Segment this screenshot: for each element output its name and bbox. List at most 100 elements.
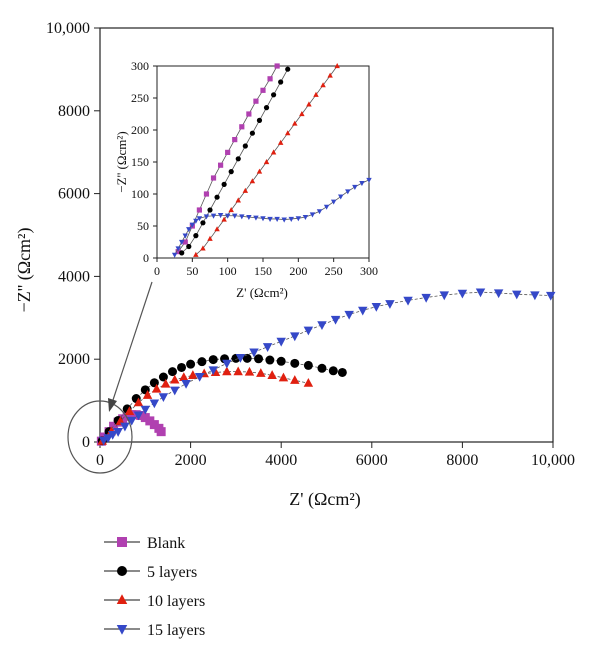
inset-data-point xyxy=(320,82,326,88)
inset-data-point xyxy=(338,194,344,200)
main-series-line xyxy=(103,291,551,441)
inset-data-point xyxy=(179,250,185,256)
main-y-tick-label: 2000 xyxy=(58,351,90,368)
main-data-point xyxy=(328,366,338,376)
inset-y-axis-title: −Z'' (Ωcm²) xyxy=(114,131,129,192)
main-data-point xyxy=(222,366,232,376)
inset-data-point xyxy=(200,245,206,251)
main-data-point xyxy=(385,300,395,309)
main-data-point xyxy=(233,366,243,376)
inset-data-point xyxy=(246,111,252,117)
inset-data-point xyxy=(271,92,277,98)
main-x-axis-title: Z' (Ωcm²) xyxy=(289,489,361,510)
main-data-point xyxy=(122,411,132,421)
inset-data-point xyxy=(366,177,372,183)
main-data-point xyxy=(149,399,160,409)
legend-item-5-layers: 5 layers xyxy=(104,564,197,581)
main-data-point xyxy=(145,416,155,426)
zoom-region-ellipse xyxy=(67,400,133,474)
inset-data-point xyxy=(256,117,263,123)
main-data-point xyxy=(126,416,137,426)
legend-label: Blank xyxy=(147,535,185,552)
inset-data-point xyxy=(274,63,280,69)
main-series-group xyxy=(96,288,556,446)
inset-x-tick-label: 0 xyxy=(154,264,160,278)
inset-data-point xyxy=(267,76,273,82)
main-data-point xyxy=(290,332,300,342)
zoom-arrow-line xyxy=(111,281,153,404)
inset-data-point xyxy=(200,220,206,226)
inset-data-point xyxy=(189,222,196,228)
main-data-point xyxy=(151,383,162,393)
legend-item-15-layers: 15 layers xyxy=(104,622,205,639)
inset-data-point xyxy=(277,139,284,145)
inset-x-tick-label: 250 xyxy=(325,264,343,278)
inset-data-point xyxy=(171,252,178,258)
inset-x-tick-label: 300 xyxy=(360,264,378,278)
inset-data-point xyxy=(232,213,238,219)
main-data-point xyxy=(330,315,341,325)
main-data-point xyxy=(133,411,144,421)
main-x-tick-label: 0 xyxy=(96,452,104,469)
main-series-10-layers xyxy=(97,366,314,445)
inset-data-point xyxy=(260,216,266,222)
inset-y-tick-label: 0 xyxy=(143,251,149,265)
inset-x-tick-label: 200 xyxy=(289,264,307,278)
inset-data-point xyxy=(288,216,294,222)
main-y-axis-title: −Z'' (Ωcm²) xyxy=(14,228,35,313)
zoom-annotation xyxy=(67,281,153,474)
inset-data-point xyxy=(175,249,181,255)
main-axis-ticks: 0 2000 4000 6000 8000 10,00002000400060008000… xyxy=(46,20,575,469)
inset-x-axis-title: Z' (Ωcm²) xyxy=(236,285,288,300)
main-data-point xyxy=(262,343,273,352)
main-data-point xyxy=(158,372,168,382)
main-data-point xyxy=(133,397,144,407)
main-data-point xyxy=(303,360,313,370)
inset-data-point xyxy=(182,239,188,245)
legend-label: 10 layers xyxy=(147,593,205,610)
inset-data-point xyxy=(242,187,249,193)
inset-data-point xyxy=(309,212,316,218)
zoom-arrow-head xyxy=(108,398,117,412)
inset-data-point xyxy=(260,87,266,93)
inset-y-tick-label: 300 xyxy=(131,59,149,73)
inset-data-point xyxy=(263,159,270,165)
main-data-point xyxy=(149,420,159,430)
main-data-point xyxy=(113,428,123,437)
inset-series-15-layers xyxy=(171,177,372,258)
main-x-tick-label: 4000 xyxy=(265,452,297,469)
main-data-point xyxy=(235,353,246,363)
inset-data-point xyxy=(193,251,199,257)
inset-data-point xyxy=(186,243,192,250)
main-data-point xyxy=(160,378,171,388)
main-x-tick-label: 2000 xyxy=(175,452,207,469)
inset-y-tick-label: 50 xyxy=(137,219,149,233)
main-data-point xyxy=(290,375,300,384)
inset-data-point xyxy=(182,233,188,239)
main-y-tick-label: 4000 xyxy=(58,268,90,285)
main-x-tick-label: 10,000 xyxy=(531,452,575,469)
main-data-point xyxy=(344,310,354,320)
inset-data-point xyxy=(285,130,291,136)
main-series-15-layers xyxy=(98,288,556,446)
inset-data-point xyxy=(302,214,309,221)
inset-data-point xyxy=(345,189,351,195)
main-y-tick-label: 6000 xyxy=(58,186,90,203)
inset-data-point xyxy=(186,227,192,233)
main-data-point xyxy=(276,356,286,366)
main-data-point xyxy=(317,321,327,331)
inset-data-point xyxy=(239,214,245,220)
inset-data-point xyxy=(235,197,241,203)
main-data-point xyxy=(512,290,522,300)
inset-data-point xyxy=(193,218,199,224)
main-data-point xyxy=(167,367,177,377)
legend-item-10-layers: 10 layers xyxy=(104,593,205,610)
main-data-point xyxy=(303,378,314,387)
inset-data-point xyxy=(316,209,323,215)
inset-data-point xyxy=(253,215,259,221)
main-y-tick-label: 10,000 xyxy=(46,20,90,37)
inset-data-point xyxy=(193,233,199,239)
inset-data-point xyxy=(239,124,245,130)
main-data-point xyxy=(208,366,218,376)
main-series-5-layers xyxy=(97,353,347,446)
